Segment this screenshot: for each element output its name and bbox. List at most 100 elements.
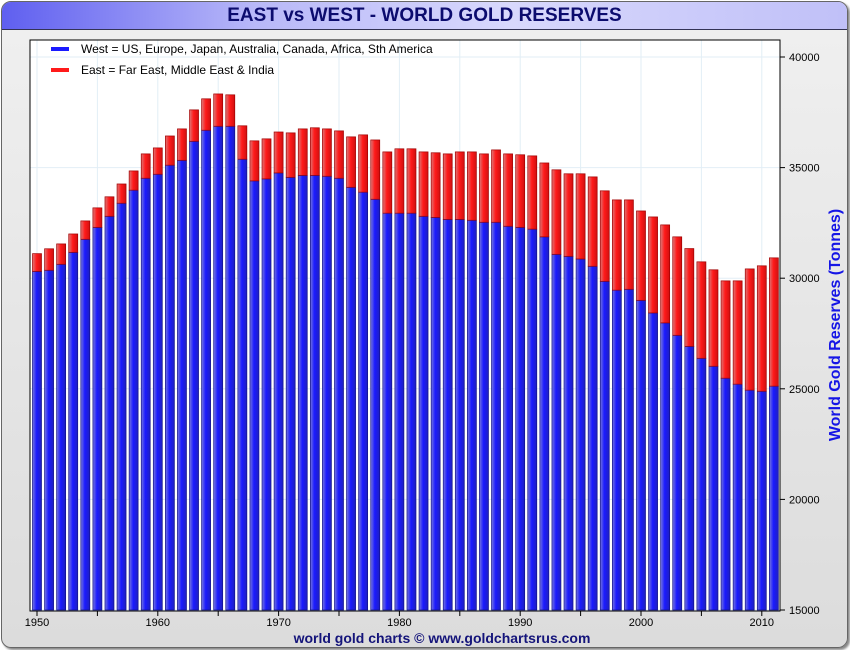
bar-east-1992 (539, 162, 550, 238)
bar-east-1963 (189, 109, 199, 142)
bar-west-1987 (479, 221, 489, 611)
bar-east-1956 (104, 196, 115, 217)
bar-west-1982 (418, 215, 429, 611)
y-tick-label: 30000 (789, 273, 820, 285)
bar-east-1979 (382, 151, 393, 214)
bar-east-2006 (708, 269, 719, 367)
bar-east-2010 (756, 265, 767, 392)
bar-east-1971 (285, 132, 296, 178)
bar-west-1986 (467, 219, 477, 611)
y-axis-label: World Gold Reserves (Tonnes) (827, 209, 844, 441)
bar-east-1995 (575, 173, 586, 260)
bar-west-1953 (68, 251, 79, 611)
bar-west-2004 (684, 345, 695, 611)
bar-west-2005 (696, 357, 707, 611)
bar-west-1979 (382, 212, 393, 611)
bar-west-1972 (297, 174, 308, 611)
bar-west-1965 (213, 125, 224, 611)
bar-east-2011 (769, 257, 779, 387)
bar-east-1988 (491, 149, 501, 223)
bar-east-1983 (430, 152, 441, 218)
bar-west-1993 (551, 253, 562, 611)
bar-west-1957 (116, 202, 127, 611)
legend-swatch-west (51, 47, 69, 51)
bar-east-2000 (636, 210, 646, 301)
bar-west-1995 (575, 258, 586, 611)
legend: West = US, Europe, Japan, Australia, Can… (51, 42, 433, 77)
bar-east-2004 (684, 248, 695, 347)
bar-west-1964 (201, 129, 211, 611)
bar-west-2011 (769, 385, 779, 611)
x-tick-label: 1960 (146, 617, 170, 629)
y-tick-label: 15000 (789, 605, 820, 617)
legend-label-west: West = US, Europe, Japan, Australia, Can… (81, 42, 433, 56)
bar-east-1980 (394, 148, 405, 214)
bar-west-1968 (249, 180, 260, 611)
title-bar: EAST vs WEST - WORLD GOLD RESERVES (2, 2, 847, 30)
bar-east-1959 (140, 153, 151, 179)
bar-west-2008 (732, 383, 743, 611)
bar-east-2003 (672, 236, 683, 336)
y-tick-label: 25000 (789, 384, 820, 396)
x-tick-label: 2010 (750, 617, 774, 629)
bar-west-1963 (189, 140, 199, 611)
bar-west-2000 (636, 299, 646, 611)
bar-west-1951 (44, 269, 54, 611)
bar-east-1969 (261, 138, 272, 180)
bar-east-1993 (551, 169, 562, 255)
bar-west-1992 (539, 236, 550, 611)
bar-east-1951 (44, 248, 54, 271)
bar-west-1996 (587, 265, 598, 611)
bar-east-1987 (479, 153, 489, 223)
bar-east-1998 (611, 199, 622, 291)
bar-east-1984 (442, 153, 453, 220)
bar-east-1968 (249, 140, 260, 182)
bar-west-1976 (346, 186, 356, 611)
bar-east-1962 (177, 128, 187, 161)
bar-west-1984 (442, 219, 453, 611)
bar-east-1975 (334, 130, 344, 179)
bar-west-1985 (454, 219, 465, 611)
bar-west-1981 (406, 212, 417, 611)
bar-east-1965 (213, 93, 224, 127)
bar-east-1960 (152, 147, 163, 175)
bar-west-2010 (756, 390, 767, 611)
bar-west-1961 (165, 164, 175, 611)
bar-west-1960 (152, 173, 163, 611)
bar-east-1957 (116, 183, 127, 204)
bar-west-1958 (128, 189, 139, 611)
bar-west-1978 (370, 198, 381, 611)
bar-west-2003 (672, 334, 683, 611)
bar-east-1954 (80, 220, 91, 240)
bar-west-1971 (285, 176, 296, 611)
bar-west-2006 (708, 365, 719, 611)
bar-east-2009 (744, 268, 755, 391)
x-tick-label: 1950 (25, 617, 49, 629)
bar-west-1990 (515, 226, 526, 611)
bar-east-1991 (527, 155, 538, 230)
bar-east-1953 (68, 233, 79, 253)
bar-east-1985 (454, 151, 465, 220)
bar-west-1956 (104, 215, 115, 611)
bar-west-1954 (80, 238, 91, 611)
bar-east-2007 (720, 280, 731, 379)
bar-west-1999 (624, 288, 634, 611)
bar-west-1969 (261, 178, 272, 611)
bar-west-1980 (394, 212, 405, 611)
bar-west-1991 (527, 228, 538, 611)
bar-east-1966 (225, 94, 236, 127)
bar-east-2001 (648, 216, 658, 314)
legend-label-east: East = Far East, Middle East & India (81, 63, 274, 77)
bar-west-1988 (491, 221, 501, 611)
bar-west-1989 (503, 225, 513, 611)
y-tick-label: 40000 (789, 52, 820, 64)
x-tick-label: 1980 (387, 617, 411, 629)
bar-east-1989 (503, 153, 513, 227)
bar-west-1950 (32, 270, 42, 611)
bar-west-1967 (237, 158, 248, 611)
bar-west-1959 (140, 177, 151, 611)
bar-east-1982 (418, 151, 429, 217)
bar-west-1997 (599, 280, 610, 611)
bar-east-1977 (358, 134, 369, 193)
